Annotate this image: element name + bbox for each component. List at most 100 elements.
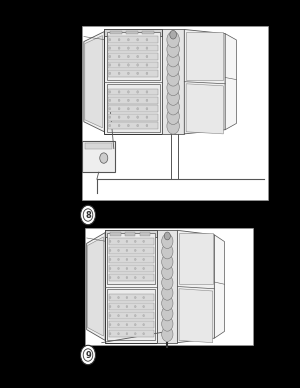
Circle shape: [137, 47, 139, 49]
Text: 8: 8: [85, 211, 91, 220]
Bar: [108, 45, 158, 52]
Bar: [105, 230, 157, 343]
Bar: [85, 143, 112, 149]
Circle shape: [126, 267, 128, 270]
Circle shape: [162, 275, 173, 290]
Circle shape: [126, 258, 128, 261]
Bar: [110, 232, 121, 236]
Circle shape: [143, 333, 145, 335]
Polygon shape: [184, 29, 225, 134]
Polygon shape: [225, 34, 236, 130]
Circle shape: [134, 315, 136, 317]
Circle shape: [134, 267, 136, 270]
Circle shape: [128, 47, 129, 49]
Circle shape: [126, 296, 128, 299]
Circle shape: [109, 240, 111, 242]
Bar: [126, 31, 138, 35]
Circle shape: [118, 296, 119, 299]
Circle shape: [109, 249, 111, 251]
Circle shape: [137, 38, 139, 41]
Circle shape: [118, 99, 120, 102]
Bar: [162, 29, 184, 134]
Bar: [106, 84, 160, 132]
Circle shape: [162, 255, 173, 269]
Circle shape: [126, 324, 128, 326]
Circle shape: [118, 64, 120, 66]
Circle shape: [137, 64, 139, 66]
Circle shape: [137, 124, 139, 127]
Circle shape: [167, 108, 179, 125]
Circle shape: [143, 249, 145, 251]
Circle shape: [134, 258, 136, 261]
Circle shape: [118, 315, 119, 317]
Polygon shape: [214, 235, 224, 338]
Circle shape: [109, 72, 111, 74]
Bar: [82, 141, 116, 172]
Circle shape: [162, 327, 173, 341]
Circle shape: [167, 80, 179, 96]
Polygon shape: [179, 289, 213, 343]
Circle shape: [167, 51, 179, 67]
Circle shape: [118, 267, 119, 270]
Bar: [105, 230, 157, 237]
Circle shape: [146, 64, 148, 66]
Circle shape: [83, 209, 93, 221]
Circle shape: [162, 306, 173, 321]
Circle shape: [143, 324, 145, 326]
Circle shape: [118, 107, 120, 110]
Circle shape: [118, 324, 119, 326]
Bar: [104, 29, 162, 36]
Bar: [109, 321, 154, 328]
Circle shape: [134, 276, 136, 279]
Circle shape: [134, 324, 136, 326]
Circle shape: [143, 305, 145, 308]
Circle shape: [137, 91, 139, 93]
Circle shape: [126, 276, 128, 279]
Bar: [140, 232, 150, 236]
Circle shape: [126, 305, 128, 308]
Bar: [85, 228, 253, 345]
Circle shape: [109, 64, 111, 66]
Circle shape: [109, 276, 111, 279]
Circle shape: [146, 91, 148, 93]
Circle shape: [80, 205, 95, 225]
Bar: [157, 230, 177, 343]
Bar: [108, 53, 158, 60]
Bar: [108, 36, 158, 43]
Circle shape: [167, 41, 179, 57]
Bar: [109, 294, 154, 301]
Bar: [108, 70, 158, 77]
Circle shape: [128, 99, 129, 102]
Bar: [107, 232, 155, 284]
Circle shape: [146, 99, 148, 102]
Circle shape: [143, 240, 145, 242]
Bar: [108, 97, 158, 104]
Circle shape: [109, 258, 111, 261]
Bar: [125, 232, 135, 236]
Polygon shape: [88, 237, 103, 336]
Circle shape: [128, 38, 129, 41]
Circle shape: [126, 333, 128, 335]
Circle shape: [146, 116, 148, 118]
Bar: [109, 247, 154, 254]
Circle shape: [118, 38, 120, 41]
Circle shape: [143, 267, 145, 270]
Circle shape: [83, 349, 93, 361]
Bar: [110, 31, 122, 35]
Circle shape: [118, 333, 119, 335]
Circle shape: [143, 258, 145, 261]
Circle shape: [109, 107, 111, 110]
Circle shape: [164, 232, 170, 240]
Text: 9: 9: [85, 350, 91, 360]
Circle shape: [109, 38, 111, 41]
Bar: [109, 256, 154, 263]
Circle shape: [167, 70, 179, 86]
Circle shape: [146, 107, 148, 110]
Polygon shape: [186, 31, 224, 80]
Circle shape: [143, 276, 145, 279]
Circle shape: [109, 296, 111, 299]
Bar: [82, 26, 268, 200]
Bar: [108, 88, 158, 95]
Circle shape: [128, 124, 129, 127]
Circle shape: [109, 116, 111, 118]
